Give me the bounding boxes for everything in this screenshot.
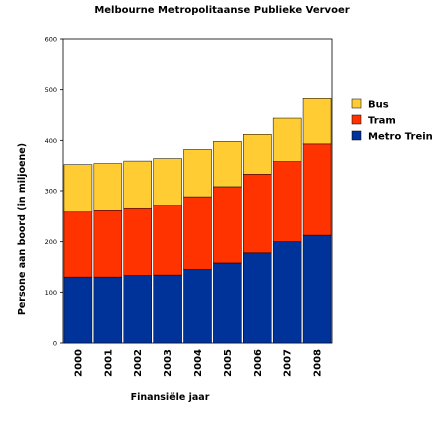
legend-label-metro-trein: Metro Trein: [368, 132, 433, 143]
x-tick-label: 2006: [253, 349, 264, 377]
bar-segment-bus-2002: [123, 160, 152, 209]
y-tick-label: 500: [45, 86, 57, 94]
bar-segment-bus-2004: [183, 149, 212, 198]
legend-label-bus: Bus: [368, 100, 389, 111]
x-tick-label: 2003: [163, 349, 174, 377]
y-axis-ticks: 0 100 200 300 400 500 600: [45, 36, 63, 348]
bar-segment-metro-trein-2001: [93, 276, 123, 344]
x-tick-label: 2000: [73, 349, 84, 377]
bar-segment-bus-2000: [63, 164, 93, 213]
x-tick-label: 2004: [193, 349, 204, 377]
bar-segment-tram-2003: [153, 205, 182, 276]
bar-segment-bus-2006: [243, 134, 272, 175]
y-tick-label: 200: [45, 238, 57, 246]
bar-segment-tram-2006: [243, 174, 272, 254]
bar-segment-bus-2008: [302, 98, 332, 145]
legend-swatch-tram: [351, 114, 362, 125]
y-tick-label: 600: [45, 36, 57, 44]
bar-segment-tram-2004: [183, 196, 212, 270]
bar-segment-metro-trein-2006: [243, 252, 272, 344]
bar-segment-tram-2002: [123, 207, 152, 276]
bar-segment-tram-2007: [272, 161, 302, 242]
bar-segment-bus-2005: [213, 141, 242, 188]
bar-segment-metro-trein-2003: [153, 274, 182, 344]
bar-segment-metro-trein-2005: [213, 262, 242, 344]
y-tick-label: 300: [45, 188, 57, 196]
bar-segment-metro-trein-2007: [272, 241, 302, 344]
x-tick-label: 2005: [223, 349, 234, 377]
x-tick-label: 2007: [283, 349, 294, 377]
bar-segment-bus-2007: [272, 117, 302, 162]
bar-segment-metro-trein-2004: [183, 269, 212, 344]
bar-segment-tram-2008: [302, 143, 332, 236]
legend-swatch-bus: [351, 98, 362, 109]
y-tick-label: 100: [45, 289, 57, 297]
x-axis-ticks: 2000 2001 2002 2003 2004 2005 2006 2007 2008: [73, 349, 323, 377]
bar-segment-bus-2003: [153, 158, 182, 206]
bar-segment-metro-trein-2002: [123, 275, 152, 344]
y-tick-label: 0: [53, 340, 57, 348]
x-tick-label: 2002: [133, 349, 144, 377]
bars-group: [63, 98, 332, 344]
chart-title: Melbourne Metropolitaanse Publieke Vervo…: [94, 5, 349, 16]
bar-segment-tram-2000: [63, 211, 93, 278]
legend-swatch-metro-trein: [351, 130, 362, 141]
bar-segment-tram-2001: [93, 210, 123, 278]
x-tick-label: 2001: [103, 349, 114, 377]
bar-segment-metro-trein-2008: [302, 234, 332, 344]
bar-segment-tram-2005: [213, 186, 242, 264]
legend: Bus Tram Metro Trein: [351, 98, 433, 143]
x-tick-label: 2008: [313, 349, 324, 377]
y-axis-title: Persone aan boord (in miljoene): [17, 143, 28, 315]
x-axis-title: Finansiële jaar: [131, 392, 210, 403]
bar-segment-metro-trein-2000: [63, 276, 93, 344]
bar-segment-bus-2001: [93, 163, 123, 211]
legend-label-tram: Tram: [368, 116, 396, 127]
y-tick-label: 400: [45, 137, 57, 145]
